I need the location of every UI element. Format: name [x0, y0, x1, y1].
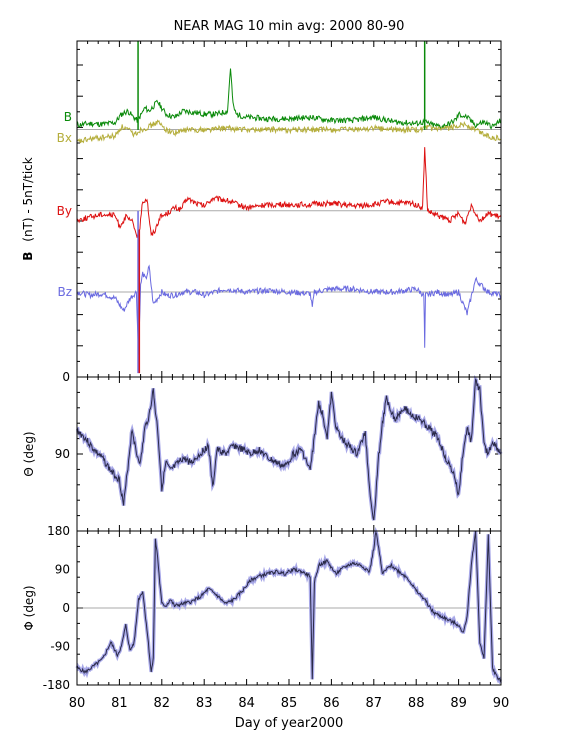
b-panel-ylabel: B (nT) - 5nT/tick: [21, 157, 35, 260]
series-by-line: [76, 147, 502, 238]
theta-ylabel: Θ (deg): [22, 431, 36, 476]
series-label-b: B: [64, 110, 72, 124]
b-panel-series-labels: B Bx By Bz: [57, 110, 72, 299]
series-bz-line: [76, 264, 502, 355]
phi-spread-band: [75, 526, 503, 685]
theta-panel-series: [75, 375, 503, 521]
x-tick-label: 80: [69, 696, 86, 711]
series-label-bx: Bx: [57, 131, 72, 145]
b-ylabel-bold: B: [21, 252, 35, 261]
b-field-panel: B Bx By Bz 0 B (nT) - 5nT/tick: [21, 40, 502, 384]
x-tick-label: 88: [408, 696, 425, 711]
x-tick-labels: 80 81 82 83 84 85 86 87 88 89 90: [69, 696, 510, 711]
b-panel-zero-label: 0: [62, 370, 70, 384]
x-tick-label: 87: [366, 696, 383, 711]
x-tick-label: 86: [323, 696, 340, 711]
x-tick-label: 84: [238, 696, 255, 711]
b-ylabel-rest: (nT) - 5nT/tick: [21, 157, 35, 242]
x-tick-label: 90: [493, 696, 510, 711]
phi-tick-label: -180: [43, 678, 70, 692]
theta-panel: 90 Θ (deg): [22, 375, 503, 532]
b-panel-series: [76, 41, 502, 374]
phi-tick-label: 0: [62, 601, 70, 615]
series-b-line: [76, 68, 502, 130]
b-panel-baselines: [77, 129, 501, 293]
svg-text:B (nT) - 5nT/tick: B (nT) - 5nT/tick: [21, 157, 35, 260]
phi-tick-label: 180: [47, 524, 70, 538]
theta-panel-tick-labels: 90: [55, 447, 70, 461]
series-label-bz: Bz: [57, 285, 72, 299]
phi-panel: 180 90 0 -90 -180 Φ (deg) 80 81 82 83 84 85 86 87 88…: [22, 524, 509, 731]
theta-tick-label: 90: [55, 447, 70, 461]
series-label-by: By: [57, 204, 72, 218]
phi-panel-series: [75, 526, 503, 685]
x-axis-label: Day of year2000: [235, 716, 344, 731]
b-panel-ticks: [76, 41, 502, 378]
chart-title: NEAR MAG 10 min avg: 2000 80-90: [174, 19, 405, 34]
x-tick-label: 85: [281, 696, 298, 711]
x-tick-label: 82: [154, 696, 171, 711]
phi-line: [76, 530, 502, 683]
phi-panel-tick-labels: 180 90 0 -90 -180: [43, 524, 70, 692]
theta-spread-band: [75, 375, 503, 521]
b-panel-frame: [76, 40, 502, 378]
theta-line: [76, 378, 502, 521]
phi-panel-frame: [76, 530, 502, 686]
x-tick-label: 81: [111, 696, 128, 711]
series-bx-line: [76, 119, 502, 144]
x-tick-label: 83: [196, 696, 213, 711]
x-tick-label: 89: [450, 696, 467, 711]
phi-ylabel: Φ (deg): [22, 585, 36, 630]
phi-tick-label: 90: [55, 563, 70, 577]
phi-tick-label: -90: [50, 640, 70, 654]
